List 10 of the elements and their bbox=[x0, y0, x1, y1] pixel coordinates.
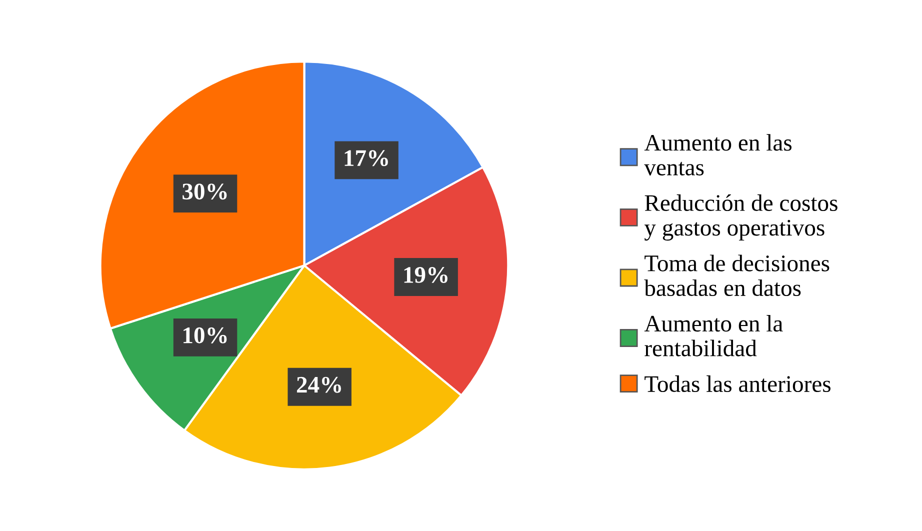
data-label: 30% bbox=[182, 184, 227, 200]
data-label: 24% bbox=[296, 376, 341, 393]
data-label: 17% bbox=[344, 150, 388, 166]
data-label: 10% bbox=[184, 327, 227, 344]
legend-label: Reducción de costos y gastos operativos bbox=[644, 194, 838, 241]
legend-label: Aumento en la rentabilidad bbox=[644, 315, 783, 356]
legend-label: Todas las anteriores bbox=[644, 375, 830, 392]
legend-label: Toma de decisiones basadas en datos bbox=[644, 254, 830, 296]
data-label: 19% bbox=[404, 266, 448, 283]
legend-label: Aumento en las ventas bbox=[644, 134, 792, 176]
